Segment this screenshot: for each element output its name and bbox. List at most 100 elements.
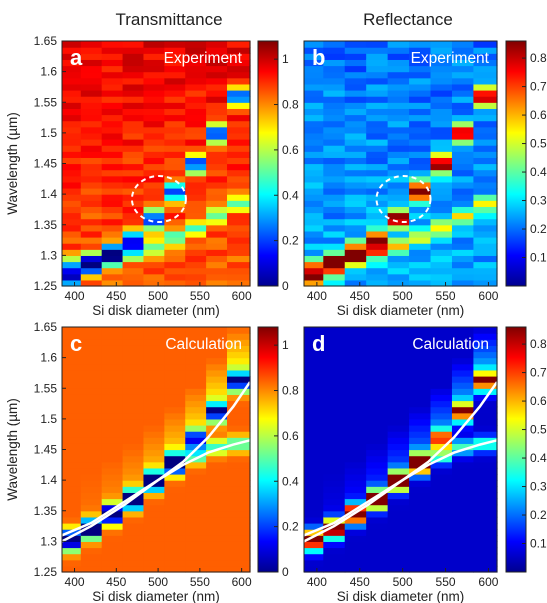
heatmap-cell <box>409 443 432 451</box>
heatmap-cell <box>101 345 124 353</box>
heatmap-cell <box>344 181 367 189</box>
heatmap-cell <box>143 474 165 481</box>
heatmap-cell <box>344 194 367 201</box>
heatmap-cell <box>80 412 103 420</box>
heatmap-cell <box>185 376 207 383</box>
heatmap-cell <box>387 83 410 91</box>
heatmap-cell <box>323 175 346 183</box>
heatmap-cell <box>409 71 432 79</box>
heatmap-cell <box>409 474 432 481</box>
heatmap-cell <box>80 327 103 334</box>
heatmap-cell <box>143 218 165 226</box>
heatmap-cell <box>304 120 324 128</box>
heatmap-cell <box>473 474 498 481</box>
heatmap-cell <box>366 53 389 60</box>
heatmap-cell <box>80 455 103 463</box>
heatmap-cell <box>101 47 124 54</box>
heatmap-cells <box>304 41 498 287</box>
heatmap-cell <box>227 114 251 122</box>
heatmap-cell <box>227 480 251 487</box>
y-tick-label: 1.65 <box>34 34 58 48</box>
heatmap-cell <box>101 267 124 275</box>
heatmap-cell <box>227 181 251 189</box>
heatmap-cell <box>227 279 251 287</box>
heatmap-cell <box>473 486 498 493</box>
heatmap-cell <box>185 382 207 389</box>
heatmap-cell <box>304 114 324 122</box>
heatmap-cell <box>227 249 251 256</box>
heatmap-cell <box>473 59 498 67</box>
heatmap-cell <box>206 474 228 481</box>
heatmap-cell <box>473 126 498 134</box>
heatmap-cell <box>387 163 410 171</box>
x-axis-label: Si disk diameter (nm) <box>337 589 465 603</box>
heatmap-cell <box>122 132 145 140</box>
heatmap-cell <box>304 243 324 250</box>
heatmap-cell <box>387 412 410 420</box>
heatmap-cell <box>304 194 324 201</box>
heatmap-cell <box>101 369 124 377</box>
heatmap-cell <box>227 553 251 561</box>
heatmap-cell <box>185 480 207 487</box>
x-tick-label: 500 <box>393 289 413 303</box>
heatmap-cell <box>62 77 82 85</box>
heatmap-cell <box>366 126 389 134</box>
heatmap-cell <box>80 492 103 500</box>
heatmap-cell <box>409 261 432 269</box>
heatmap-cell <box>101 559 124 567</box>
heatmap-cell <box>451 120 475 128</box>
heatmap-cell <box>473 255 498 263</box>
heatmap-cell <box>451 200 475 207</box>
heatmap-cell <box>101 83 124 91</box>
heatmap-cell <box>344 41 367 48</box>
heatmap-cell <box>366 345 389 353</box>
heatmap-cell <box>122 437 145 444</box>
heatmap-cell <box>143 132 165 140</box>
heatmap-cell <box>80 102 103 109</box>
heatmap-cell <box>387 47 410 54</box>
colorbar-tick-label: 0.2 <box>530 222 547 236</box>
heatmap-cell <box>304 59 324 67</box>
colorbar-tick-label: 0.6 <box>282 429 299 443</box>
heatmap-cell <box>387 41 410 48</box>
heatmap-cell <box>366 41 389 48</box>
heatmap-cell <box>206 151 228 158</box>
heatmap-cell <box>206 53 228 60</box>
heatmap-cell <box>323 455 346 463</box>
heatmap-cell <box>101 382 124 389</box>
heatmap-cell <box>143 369 165 377</box>
heatmap-cell <box>122 65 145 73</box>
heatmap-cell <box>323 249 346 256</box>
heatmap-cell <box>122 467 145 475</box>
heatmap-cell <box>344 83 367 91</box>
heatmap-cell <box>304 504 324 512</box>
heatmap-cell <box>80 498 103 506</box>
heatmap-cell <box>122 212 145 220</box>
heatmap-cell <box>323 333 346 340</box>
heatmap-cell <box>409 333 432 340</box>
heatmap-cell <box>473 243 498 250</box>
heatmap-cell <box>451 418 475 426</box>
heatmap-cell <box>206 553 228 561</box>
heatmap-cell <box>122 327 145 334</box>
x-axis-label: Si disk diameter (nm) <box>92 589 220 603</box>
heatmap-cell <box>101 255 124 263</box>
heatmap-cell <box>122 565 145 573</box>
heatmap-cell <box>473 71 498 79</box>
heatmap-cell <box>323 108 346 116</box>
heatmap-cell <box>304 418 324 426</box>
heatmap-cell <box>206 59 228 67</box>
heatmap-cell <box>80 169 103 177</box>
heatmap-cell <box>430 273 453 281</box>
heatmap-cell <box>430 535 453 542</box>
heatmap-cell <box>227 516 251 524</box>
heatmap-cell <box>366 96 389 103</box>
heatmap-cell <box>323 498 346 506</box>
heatmap-cell <box>430 486 453 493</box>
heatmap-cell <box>344 65 367 73</box>
heatmap-cell <box>80 351 103 359</box>
heatmap-cell <box>101 273 124 281</box>
y-tick-label: 1.5 <box>40 126 57 140</box>
y-tick-label: 1.35 <box>34 504 58 518</box>
heatmap-cell <box>366 267 389 275</box>
